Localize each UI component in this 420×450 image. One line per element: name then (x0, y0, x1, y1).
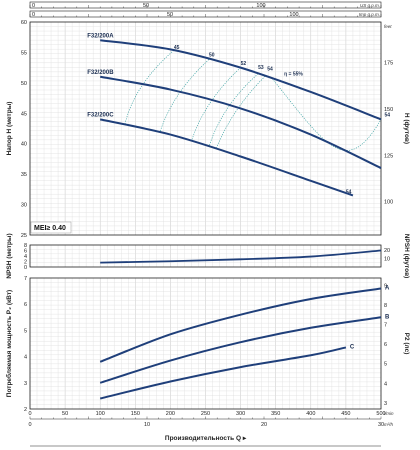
npsh-y2-tick-label: 10 (384, 257, 390, 263)
power-y2-tick-label: 5 (384, 362, 387, 368)
power-y-tick-label: 5 (24, 328, 27, 334)
efficiency-label: 54 (346, 190, 352, 196)
x-unit-m3h: m³/h (384, 422, 393, 427)
power-curve-label: A (385, 285, 390, 291)
power-y-tick-label: 7 (24, 276, 27, 282)
head-y2-unit: feet (384, 24, 392, 29)
efficiency-label: 53 (258, 65, 264, 71)
x-axis-title: Производительность Q ▸ (165, 435, 247, 442)
power-y-tick-label: 6 (24, 302, 27, 308)
head-y-tick-label: 45 (21, 111, 27, 117)
power-y2-tick-label: 4 (384, 381, 387, 387)
head-y-tick-label: 30 (21, 203, 27, 209)
npsh-panel-frame (29, 244, 382, 268)
efficiency-label: 54 (267, 67, 273, 73)
head-curve-label: F32/200B (87, 70, 114, 76)
efficiency-isoline (215, 75, 266, 149)
power-curve-C (99, 346, 347, 400)
head-y2-tick-label: 100 (384, 200, 393, 206)
power-curve-label: B (385, 314, 390, 320)
power-panel-frame (29, 277, 382, 410)
efficiency-label: 54 (385, 112, 391, 118)
imp-gpm-tick-label: 100 (289, 12, 298, 18)
x-unit-lmin: l/min (384, 411, 394, 416)
m3h-tick-label: 20 (261, 422, 267, 428)
power-y-axis-title: Потребляемая мощность P₂ (кВт) (5, 290, 13, 397)
x-tick-label: 500 (376, 411, 385, 417)
x-tick-label: 200 (166, 411, 175, 417)
imp-gpm-tick-label: 0 (32, 12, 35, 18)
power-y2-tick-label: 7 (384, 323, 387, 329)
efficiency-label: 50 (209, 53, 215, 59)
m3h-tick-label: 10 (144, 422, 150, 428)
x-tick-label: 50 (62, 411, 68, 417)
power-y2-tick-label: 6 (384, 342, 387, 348)
head-y-axis-title: Напор H (метры) (6, 102, 13, 156)
npsh-y-tick-label: 4 (24, 254, 27, 260)
x-tick-label: 400 (306, 411, 315, 417)
mei-box (30, 221, 72, 234)
power-curve-label: C (350, 344, 355, 350)
head-curve-label: F32/200A (87, 33, 114, 39)
npsh-y-tick-label: 6 (24, 249, 27, 255)
us-gpm-unit: US g.p.m. (360, 3, 380, 8)
head-y-tick-label: 55 (21, 50, 27, 56)
head-y-tick-label: 25 (21, 233, 27, 239)
power-y2-axis-title: P2 (лс) (403, 333, 410, 355)
x-tick-label: 150 (131, 411, 140, 417)
head-y2-axis-title: H (футов) (403, 113, 410, 144)
head-y-tick-label: 35 (21, 172, 27, 178)
mei-label: MEI≥ 0.40 (34, 225, 66, 232)
power-y2-tick-label: 9 (384, 284, 387, 290)
x-tick-label: 300 (236, 411, 245, 417)
head-y-tick-label: 50 (21, 81, 27, 87)
efficiency-isoline (124, 50, 175, 125)
efficiency-label: 52 (241, 61, 247, 67)
power-y-tick-label: 3 (24, 381, 27, 387)
head-y2-tick-label: 150 (384, 107, 393, 113)
power-y2-tick-label: 3 (384, 401, 387, 407)
x-tick-label: 100 (96, 411, 105, 417)
m3h-tick-label: 30 (378, 422, 384, 428)
head-y2-tick-label: 175 (384, 61, 393, 67)
npsh-y-axis-title: NPSH (метры) (6, 233, 13, 278)
npsh-y-tick-label: 8 (24, 243, 27, 249)
npsh-y2-axis-title: NPSH (футов) (403, 234, 410, 279)
imp-gpm-tick-label: 50 (167, 12, 173, 18)
power-y-tick-label: 4 (24, 355, 27, 361)
npsh-y-tick-label: 2 (24, 260, 27, 266)
npsh-y2-tick-label: 20 (384, 248, 390, 254)
us-gpm-tick-label: 50 (143, 3, 149, 9)
head-curve-F32-200C (99, 118, 354, 197)
power-y-tick-label: 2 (24, 407, 27, 413)
efficiency-isoline (191, 67, 241, 142)
efficiency-label: 45 (174, 45, 180, 51)
us-gpm-tick-label: 100 (256, 3, 265, 9)
npsh-y-tick-label: 0 (24, 265, 27, 271)
head-y-tick-label: 60 (21, 20, 27, 26)
efficiency-isoline (159, 59, 210, 133)
npsh-curve (100, 249, 382, 264)
imp-gpm-unit: Imp g.p.m. (359, 12, 380, 17)
m3h-tick-label: 0 (28, 422, 31, 428)
head-y2-tick-label: 125 (384, 153, 393, 159)
power-y2-tick-label: 8 (384, 303, 387, 309)
us-gpm-tick-label: 0 (32, 3, 35, 9)
efficiency-label: η = 55% (284, 72, 303, 78)
efficiency-isoline (208, 73, 259, 147)
x-tick-label: 450 (341, 411, 350, 417)
x-tick-label: 350 (271, 411, 280, 417)
x-tick-label: 250 (201, 411, 210, 417)
head-curve-label: F32/200C (87, 112, 114, 118)
head-y-tick-label: 40 (21, 142, 27, 148)
head-panel-frame (29, 21, 382, 236)
x-tick-label: 0 (28, 411, 31, 417)
efficiency-isoline-max (271, 78, 382, 151)
